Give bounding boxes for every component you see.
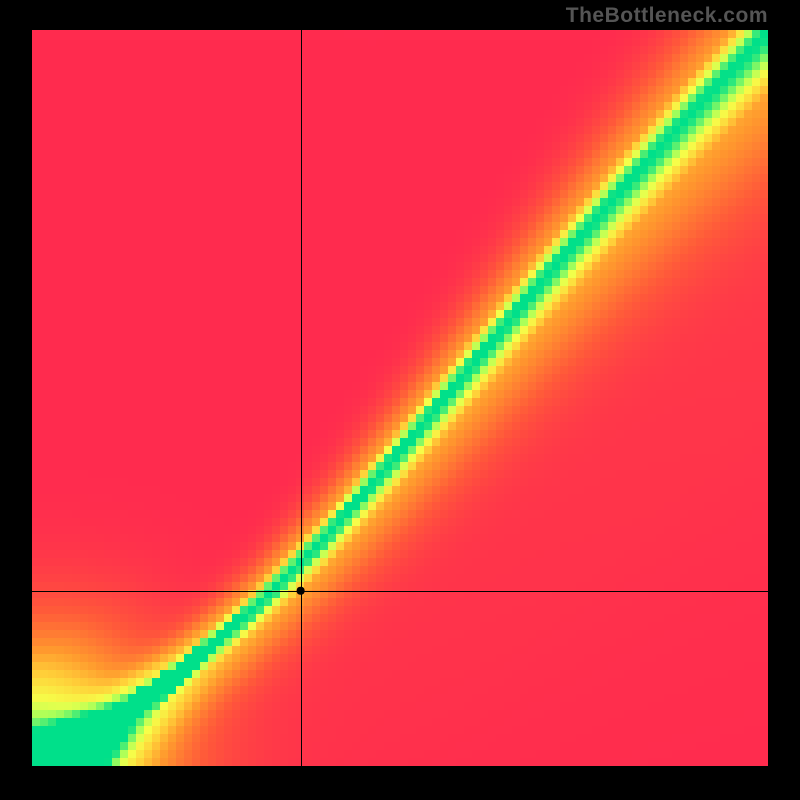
heatmap-canvas [0,0,800,800]
brand-label: TheBottleneck.com [566,4,768,28]
